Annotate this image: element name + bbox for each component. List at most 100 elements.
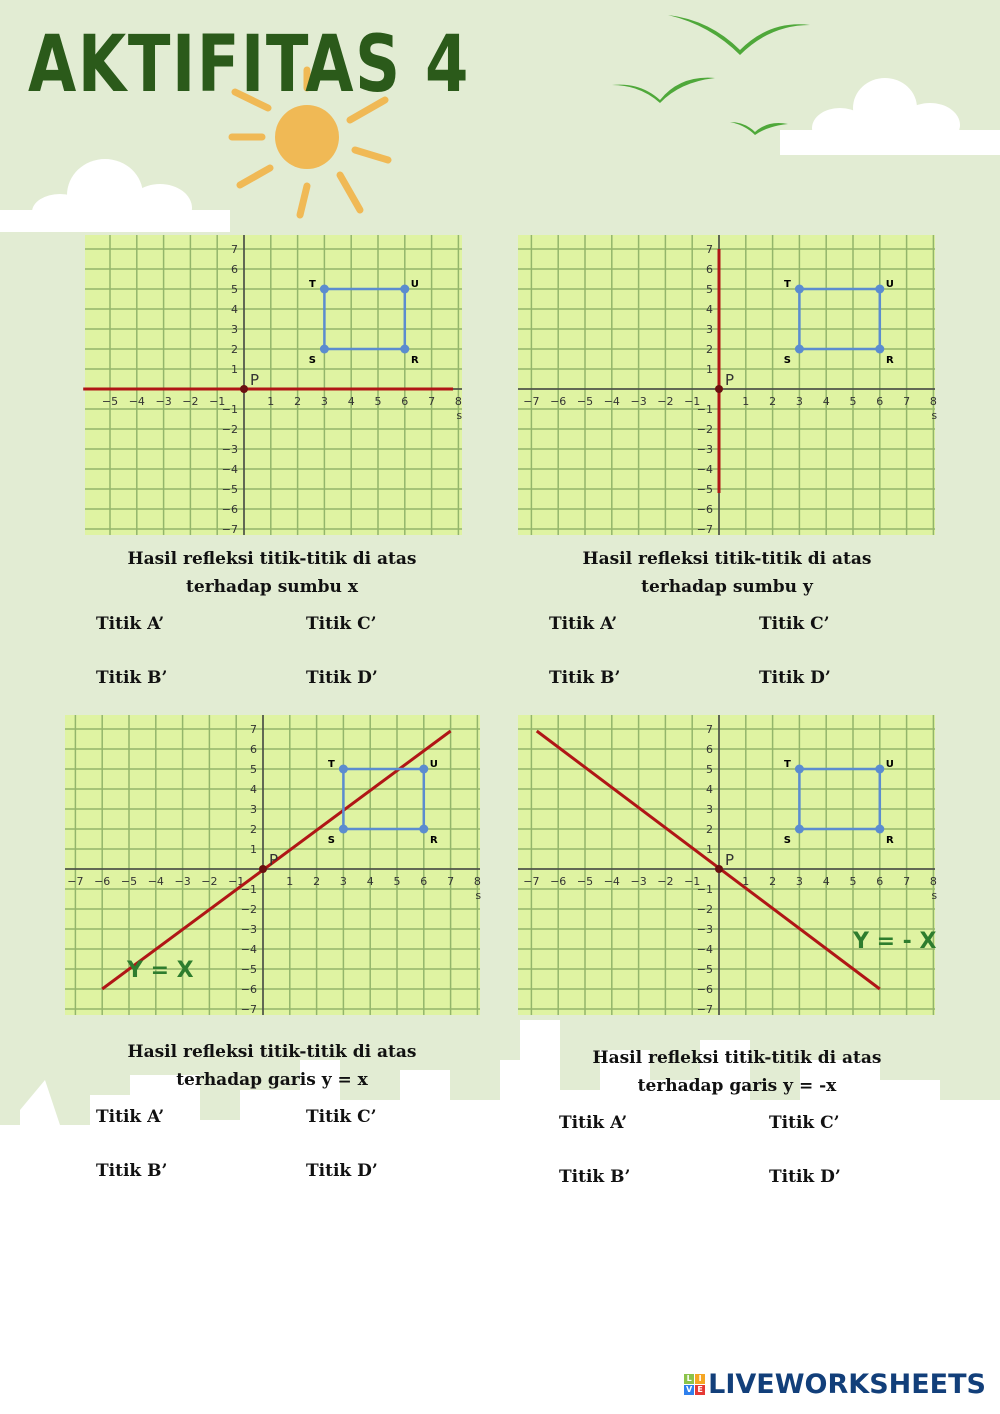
y-tick-label: 1 (706, 363, 713, 376)
city-skyline (0, 1020, 1000, 1414)
y-tick-label: −4 (697, 943, 713, 956)
point-S (338, 824, 348, 834)
y-tick-label: −6 (222, 503, 238, 516)
point-T (794, 764, 804, 774)
answer-label: Titik D’ (759, 668, 831, 688)
point-S (794, 344, 804, 354)
y-tick-label: −1 (241, 883, 257, 896)
x-tick-label: 3 (321, 395, 328, 408)
y-tick-label: −3 (697, 443, 713, 456)
x-tick-label: 4 (367, 875, 374, 888)
sun-icon (228, 66, 392, 219)
point-label-U: U (886, 759, 894, 770)
x-tick-label: −6 (94, 875, 110, 888)
point-label-T: T (309, 279, 316, 290)
y-tick-label: −2 (241, 903, 257, 916)
axis-label: s (475, 889, 481, 902)
page-title: AKTIFITAS 4 (28, 20, 470, 110)
coordinate-grid-3: −7 −6 −5 −4 −3 −2 −1 1 2 3 4 5 6 7 8 −7 −6 −5 −4 −3 −2 −1 1 2 3 4… (65, 715, 481, 1016)
badge-l: L (684, 1374, 695, 1384)
y-tick-label: 4 (250, 783, 257, 796)
y-tick-label: 7 (706, 723, 713, 736)
x-tick-label: 6 (420, 875, 427, 888)
point-U (875, 284, 885, 294)
origin-label: P (725, 851, 734, 869)
badge-e: E (695, 1385, 706, 1395)
caption-line: Hasil refleksi titik-titik di atas (582, 549, 872, 569)
y-tick-label: 3 (706, 803, 713, 816)
y-tick-label: 3 (706, 323, 713, 336)
y-tick-label: −7 (222, 523, 238, 536)
axis-label: s (931, 889, 937, 902)
caption: Hasil refleksi titik-titik di atas terhad… (537, 545, 917, 601)
point-label-U: U (886, 279, 894, 290)
x-tick-label: 2 (313, 875, 320, 888)
answer-label: Titik B’ (559, 1167, 631, 1187)
y-tick-label: −6 (697, 503, 713, 516)
y-tick-label: −1 (222, 403, 238, 416)
rectangle-tusr (323, 287, 407, 351)
y-tick-label: −2 (222, 423, 238, 436)
x-tick-label: −5 (121, 875, 137, 888)
x-tick-label: −2 (182, 395, 198, 408)
point-label-R: R (886, 355, 894, 366)
x-tick-label: −4 (604, 395, 620, 408)
caption-line: Hasil refleksi titik-titik di atas (127, 549, 417, 569)
x-tick-label: 5 (850, 395, 857, 408)
x-tick-label: −7 (523, 395, 539, 408)
badge-v: V (684, 1385, 695, 1395)
origin-label: P (269, 851, 278, 869)
y-tick-label: −1 (697, 403, 713, 416)
y-tick-label: −2 (697, 423, 713, 436)
x-tick-label: −2 (201, 875, 217, 888)
y-tick-label: 4 (706, 783, 713, 796)
coordinate-grid-4: −7 −6 −5 −4 −3 −2 −1 1 2 3 4 5 6 7 8 −7 −6 −5 −4 −3 −2 −1 1 2 3 4… (518, 715, 937, 1016)
point-T (319, 284, 329, 294)
x-tick-label: −5 (577, 875, 593, 888)
x-tick-label: 5 (850, 875, 857, 888)
caption: Hasil refleksi titik-titik di atas terhad… (547, 1044, 927, 1100)
answer-label: Titik C’ (769, 1113, 840, 1133)
y-tick-label: 1 (231, 363, 238, 376)
coordinate-grid-2: −7 −6 −5 −4 −3 −2 −1 1 2 3 4 5 6 7 8 −7 −6 −5 −4 −3 −2 −1 1 2 3 4… (518, 235, 937, 536)
caption-line: Hasil refleksi titik-titik di atas (127, 1042, 417, 1062)
answer-label: Titik D’ (306, 1161, 378, 1181)
answer-label: Titik B’ (549, 668, 621, 688)
x-tick-label: −1 (684, 875, 700, 888)
y-tick-label: −5 (697, 963, 713, 976)
point-U (400, 284, 410, 294)
y-tick-label: 2 (706, 823, 713, 836)
x-tick-label: 8 (930, 395, 937, 408)
answer-label: Titik A’ (96, 614, 165, 634)
x-tick-label: 3 (340, 875, 347, 888)
x-tick-label: −3 (174, 875, 190, 888)
point-label-R: R (411, 355, 419, 366)
caption: Hasil refleksi titik-titik di atas terhad… (82, 545, 462, 601)
point-label-U: U (411, 279, 419, 290)
answer-label: Titik C’ (306, 1107, 377, 1127)
caption-line: Hasil refleksi titik-titik di atas (592, 1048, 882, 1068)
x-tick-label: −1 (228, 875, 244, 888)
y-tick-label: 6 (231, 263, 238, 276)
point-label-S: S (309, 355, 316, 366)
caption-line: terhadap garis y = x (176, 1070, 368, 1090)
y-tick-label: −7 (697, 1003, 713, 1016)
x-tick-label: −3 (630, 875, 646, 888)
y-tick-label: 6 (706, 263, 713, 276)
x-tick-label: 6 (876, 395, 883, 408)
x-tick-label: 1 (267, 395, 274, 408)
badge-i: I (695, 1374, 706, 1384)
x-tick-label: −3 (155, 395, 171, 408)
x-tick-label: 3 (796, 875, 803, 888)
point-U (875, 764, 885, 774)
x-tick-label: 2 (294, 395, 301, 408)
origin-point (240, 385, 248, 393)
caption-line: terhadap garis y = -x (637, 1076, 837, 1096)
y-tick-label: −5 (697, 483, 713, 496)
axis-label: s (931, 409, 937, 422)
mirror-line-label: Y = - X (852, 929, 936, 954)
x-tick-label: 3 (796, 395, 803, 408)
logo-text: LIVEWORKSHEETS (708, 1369, 986, 1400)
